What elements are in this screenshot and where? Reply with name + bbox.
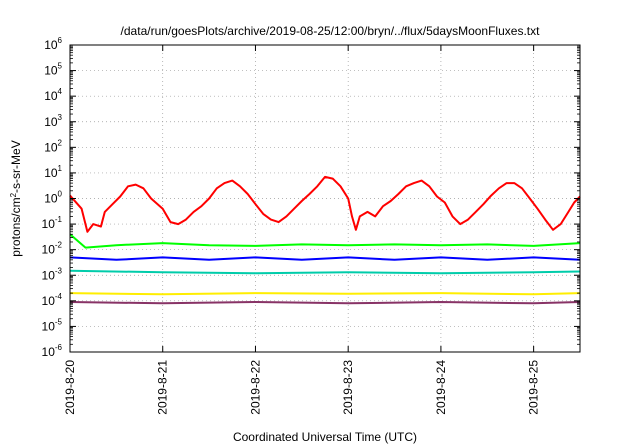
- y-tick-label: 10-5: [42, 317, 63, 333]
- x-tick-label: 2019-8-22: [248, 360, 262, 415]
- y-tick-label: 101: [44, 164, 62, 180]
- x-tick-label: 2019-8-20: [63, 360, 77, 415]
- chart-title: /data/run/goesPlots/archive/2019-08-25/1…: [121, 24, 541, 38]
- y-axis-ticks: 10-6 10-5 10-4 10-3 10-2 10-1 100 101 102 103 104 1…: [42, 36, 580, 359]
- y-axis-label-suffix: -s-sr-MeV: [9, 140, 23, 193]
- series-line: [69, 292, 581, 296]
- x-axis-label: Coordinated Universal Time (UTC): [233, 430, 417, 444]
- y-tick-label: 106: [44, 36, 62, 52]
- y-axis-label: protons/cm2-s-sr-MeV: [9, 140, 24, 256]
- series-line: [69, 269, 581, 275]
- series-line: [69, 175, 581, 233]
- y-tick-label: 10-6: [42, 343, 63, 359]
- y-tick-label: 105: [44, 62, 62, 78]
- y-axis-label-superscript: 2: [9, 192, 18, 197]
- series-line: [69, 233, 581, 249]
- y-tick-label: 104: [44, 87, 62, 103]
- y-tick-label: 10-2: [42, 241, 63, 257]
- y-tick-label: 10-3: [42, 266, 63, 282]
- y-tick-label: 103: [44, 113, 62, 129]
- series-layer: [69, 175, 581, 305]
- x-tick-label: 2019-8-23: [341, 360, 355, 415]
- series-line: [69, 256, 581, 261]
- x-tick-label: 2019-8-24: [434, 360, 448, 415]
- y-axis-label-prefix: protons/cm: [9, 197, 23, 256]
- x-tick-label: 2019-8-21: [156, 360, 170, 415]
- grid: [70, 45, 580, 352]
- x-tick-label: 2019-8-25: [527, 360, 541, 415]
- y-tick-label: 10-1: [42, 215, 63, 231]
- y-tick-label: 100: [44, 190, 62, 206]
- y-tick-label: 10-4: [42, 292, 63, 308]
- x-axis-ticks: 2019-8-20 2019-8-21 2019-8-22 2019-8-23 2019…: [63, 45, 541, 415]
- y-tick-label: 102: [44, 138, 62, 154]
- series-line: [69, 301, 581, 305]
